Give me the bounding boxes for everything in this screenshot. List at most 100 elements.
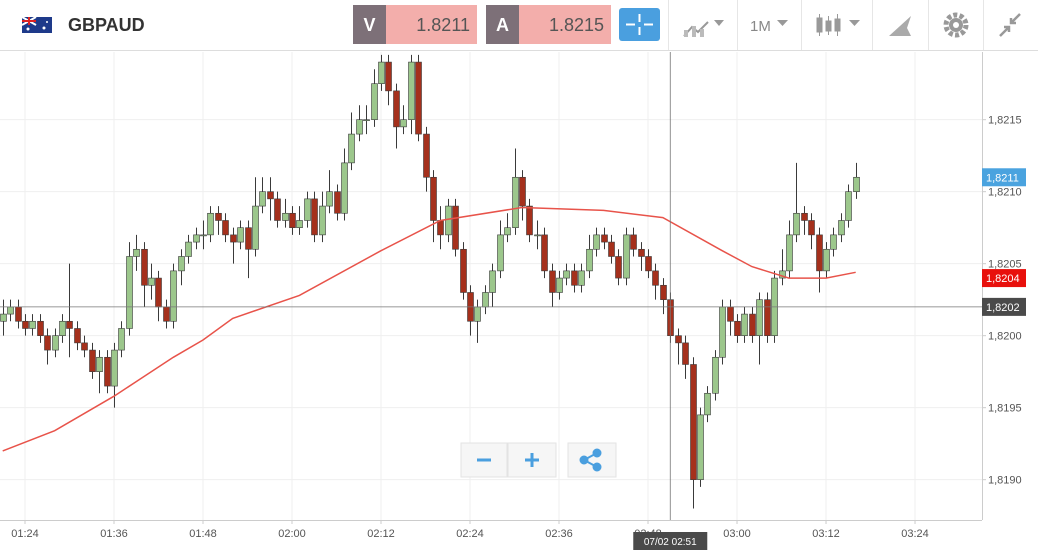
- candle-body: [274, 198, 281, 221]
- candle-body: [222, 220, 229, 236]
- candle-body: [430, 176, 437, 221]
- crosshair-price-box: [982, 297, 1026, 316]
- candle-body: [133, 248, 140, 257]
- flag: [21, 16, 52, 33]
- bid-label-box[interactable]: [353, 5, 386, 44]
- candle-body: [66, 320, 73, 329]
- candle-body: [638, 248, 645, 257]
- candle-body: [586, 248, 593, 272]
- candle-body: [749, 313, 756, 336]
- candle-body: [81, 342, 88, 351]
- candle-body: [163, 306, 170, 322]
- candle-body: [215, 212, 222, 221]
- candle-body: [348, 133, 355, 164]
- candle-body: [541, 234, 548, 272]
- crosshair-time-box: [633, 532, 708, 550]
- candle-body: [74, 328, 81, 344]
- candle-body: [148, 277, 155, 286]
- candle-body: [59, 320, 66, 336]
- candle-body: [334, 191, 341, 214]
- candle-body: [489, 270, 496, 293]
- candle-body: [741, 313, 748, 336]
- candle-body: [437, 220, 444, 236]
- candle-body: [282, 212, 289, 221]
- settings-button[interactable]: [943, 12, 969, 38]
- x-tick-label: 03:00: [723, 528, 751, 540]
- ask-box[interactable]: [519, 5, 611, 44]
- candle-body: [356, 119, 363, 135]
- share-button[interactable]: [567, 442, 617, 478]
- ask-label-box[interactable]: [486, 5, 519, 44]
- candle-body: [304, 198, 311, 221]
- x-tick-label: 02:12: [367, 528, 395, 540]
- bid-price: 1.8211: [416, 15, 470, 35]
- candle-style-button[interactable]: [816, 14, 860, 36]
- candle-body: [630, 234, 637, 250]
- chart-type-button[interactable]: [683, 20, 724, 37]
- candle-body: [823, 248, 830, 272]
- candle-body: [482, 292, 489, 308]
- candle-body: [608, 241, 615, 257]
- plot: 1,8190 1,8195 1,8200 1,8205 1,8210 1,8215 01:2…: [0, 52, 1026, 550]
- candle-body: [7, 306, 14, 315]
- timeframe[interactable]: 1M: [750, 18, 771, 35]
- zoom-controls: [460, 442, 617, 478]
- crosshair-button[interactable]: [619, 8, 660, 41]
- candle-body: [178, 256, 185, 272]
- candle-body: [22, 320, 29, 329]
- candle-body: [756, 299, 763, 336]
- candle-body: [793, 212, 800, 236]
- bid-label: V: [363, 15, 375, 35]
- candle-body: [853, 176, 860, 192]
- timeframe-caret[interactable]: [777, 20, 788, 26]
- candle-body: [44, 335, 51, 351]
- candle-body: [363, 119, 370, 121]
- x-tick-label: 01:36: [100, 528, 128, 540]
- collapse-button[interactable]: [999, 13, 1021, 37]
- candle-body: [289, 212, 296, 228]
- candle-body: [460, 248, 467, 293]
- candle-body: [423, 133, 430, 178]
- share-icon: [579, 448, 602, 472]
- candle-body: [0, 313, 7, 322]
- ask-label: A: [496, 15, 509, 35]
- candle-body: [764, 299, 771, 336]
- candle-body: [296, 220, 303, 228]
- crosshair-price-label: 1,8202: [986, 302, 1020, 314]
- y-tick-label: 1,8215: [988, 115, 1022, 127]
- candle-body: [378, 61, 385, 84]
- candle-body: [400, 119, 407, 128]
- bid-box[interactable]: [386, 5, 477, 44]
- candle-body: [690, 364, 697, 480]
- x-tick-label: 01:48: [189, 528, 217, 540]
- candle-body: [734, 320, 741, 336]
- candle-body: [719, 306, 726, 358]
- x-tick-label: 03:12: [812, 528, 840, 540]
- candle-body: [96, 356, 103, 372]
- candle-body: [230, 234, 237, 243]
- candle-body: [319, 205, 326, 236]
- x-tick-label: 02:24: [456, 528, 484, 540]
- y-tick-label: 1,8195: [988, 403, 1022, 415]
- candle-body: [52, 335, 59, 351]
- x-tick-label: 03:24: [901, 528, 929, 540]
- candle-body: [371, 83, 378, 120]
- candle-body: [141, 248, 148, 286]
- price-tag-label: 1,8211: [986, 172, 1019, 184]
- candle-body: [623, 234, 630, 279]
- candle-body: [556, 277, 563, 293]
- plus-icon: [525, 453, 539, 467]
- candle-body: [252, 205, 259, 250]
- candle-body: [185, 241, 192, 257]
- candle-body: [385, 61, 392, 92]
- candle-body: [104, 356, 111, 387]
- candle-body: [207, 212, 214, 236]
- candle-body: [497, 234, 504, 272]
- candle-body: [519, 176, 526, 207]
- candle-body: [452, 205, 459, 250]
- draw-tool-button[interactable]: [889, 16, 911, 36]
- candle-body: [170, 270, 177, 322]
- candle-body: [845, 191, 852, 221]
- candle-body: [816, 234, 823, 272]
